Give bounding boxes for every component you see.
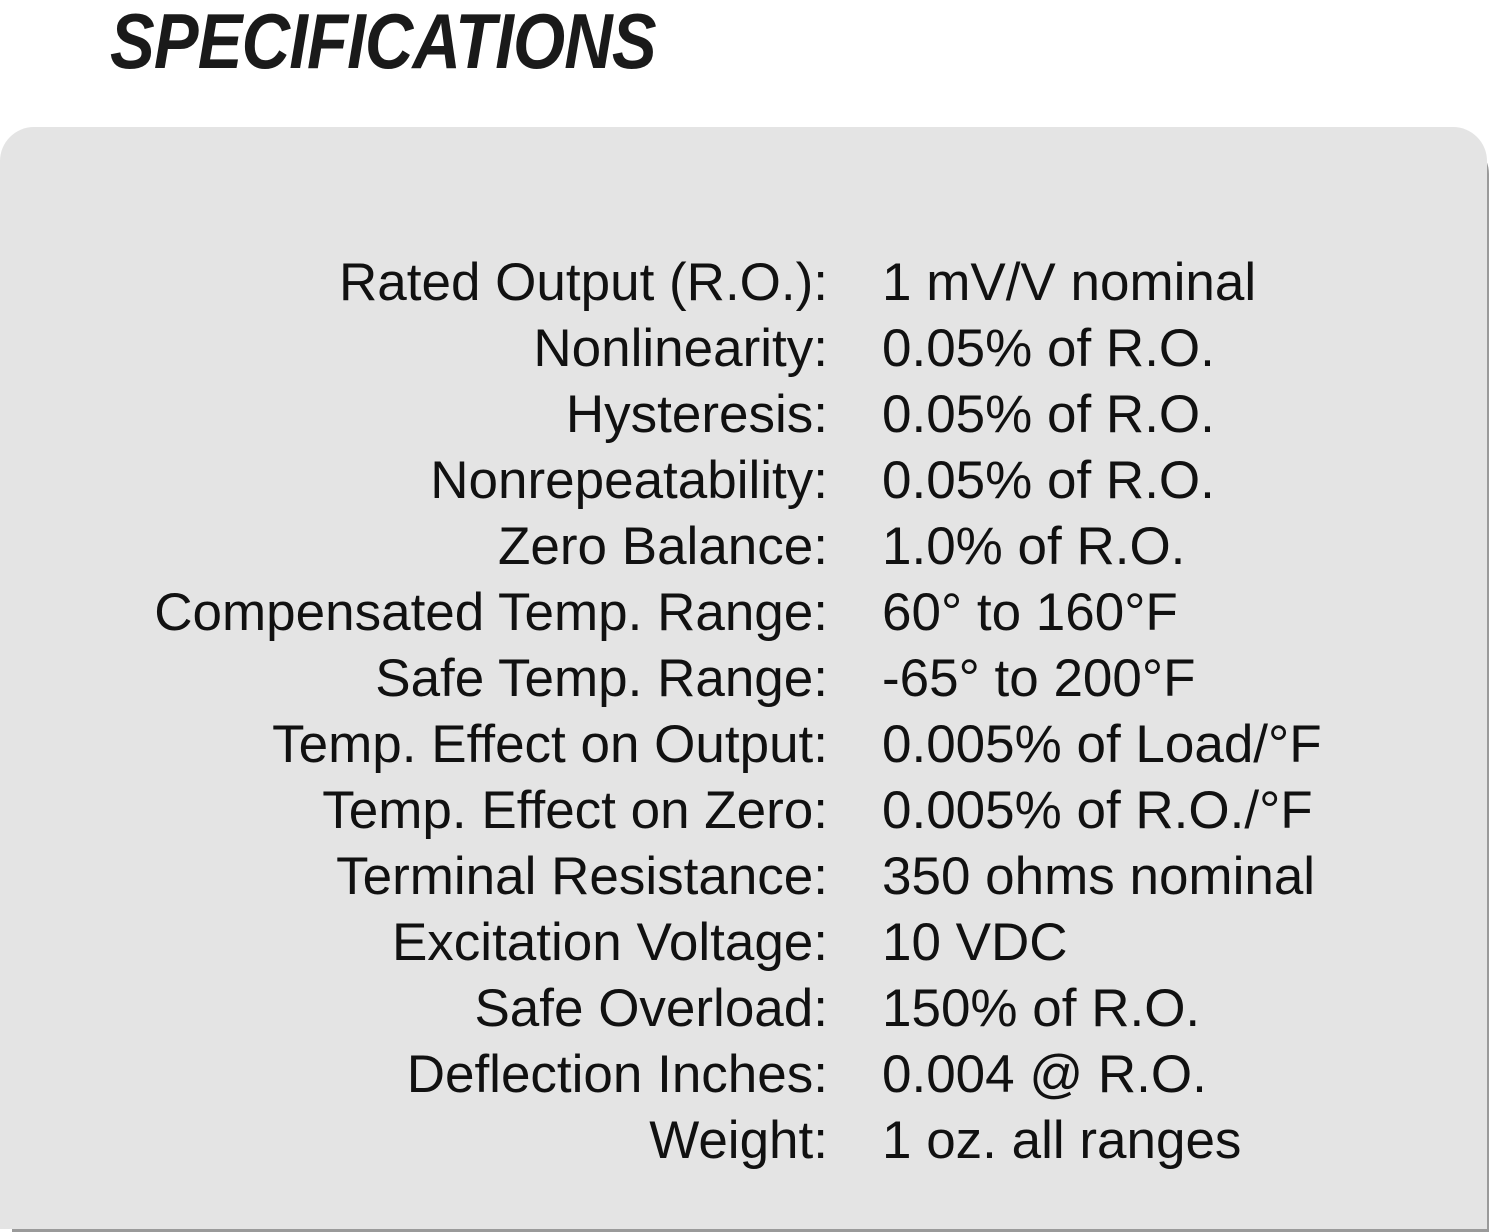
spec-value: 0.004 @ R.O.	[882, 1045, 1207, 1104]
spec-value: 350 ohms nominal	[882, 847, 1316, 906]
spec-value: 60° to 160°F	[882, 583, 1178, 642]
spec-row-hysteresis: Hysteresis: 0.05% of R.O.	[0, 382, 1489, 448]
spec-label: Temp. Effect on Output:	[272, 715, 828, 774]
spec-row-temp-effect-zero: Temp. Effect on Zero: 0.005% of R.O./°F	[0, 778, 1489, 844]
spec-row-safe-temp-range: Safe Temp. Range: -65° to 200°F	[0, 646, 1489, 712]
spec-row-nonlinearity: Nonlinearity: 0.05% of R.O.	[0, 316, 1489, 382]
spec-row-compensated-temp-range: Compensated Temp. Range: 60° to 160°F	[0, 580, 1489, 646]
spec-label: Compensated Temp. Range:	[154, 583, 828, 642]
spec-value: 0.005% of Load/°F	[882, 715, 1322, 774]
spec-row-safe-overload: Safe Overload: 150% of R.O.	[0, 976, 1489, 1042]
spec-value: 0.05% of R.O.	[882, 319, 1215, 378]
spec-label: Safe Temp. Range:	[375, 649, 828, 708]
specifications-list: Rated Output (R.O.): 1 mV/V nominal Nonl…	[0, 250, 1489, 1174]
spec-value: 150% of R.O.	[882, 979, 1201, 1038]
spec-value: 10 VDC	[882, 913, 1068, 972]
spec-value: 1.0% of R.O.	[882, 517, 1186, 576]
spec-row-weight: Weight: 1 oz. all ranges	[0, 1108, 1489, 1174]
spec-row-rated-output: Rated Output (R.O.): 1 mV/V nominal	[0, 250, 1489, 316]
spec-label: Terminal Resistance:	[336, 847, 828, 906]
page-title: SPECIFICATIONS	[110, 0, 657, 85]
spec-label: Nonrepeatability:	[430, 451, 828, 510]
spec-value: 1 mV/V nominal	[882, 253, 1257, 312]
spec-label: Weight:	[649, 1111, 828, 1170]
spec-value: -65° to 200°F	[882, 649, 1196, 708]
spec-value: 0.05% of R.O.	[882, 385, 1215, 444]
spec-row-zero-balance: Zero Balance: 1.0% of R.O.	[0, 514, 1489, 580]
spec-label: Nonlinearity:	[533, 319, 828, 378]
specifications-panel	[0, 127, 1487, 1229]
spec-label: Temp. Effect on Zero:	[322, 781, 828, 840]
spec-row-excitation-voltage: Excitation Voltage: 10 VDC	[0, 910, 1489, 976]
spec-value: 0.05% of R.O.	[882, 451, 1215, 510]
spec-value: 1 oz. all ranges	[882, 1111, 1242, 1170]
spec-value: 0.005% of R.O./°F	[882, 781, 1313, 840]
spec-label: Deflection Inches:	[406, 1045, 828, 1104]
spec-label: Zero Balance:	[498, 517, 828, 576]
spec-label: Excitation Voltage:	[391, 913, 828, 972]
spec-label: Rated Output (R.O.):	[339, 253, 828, 312]
spec-row-temp-effect-output: Temp. Effect on Output: 0.005% of Load/°…	[0, 712, 1489, 778]
spec-row-terminal-resistance: Terminal Resistance: 350 ohms nominal	[0, 844, 1489, 910]
spec-label: Safe Overload:	[474, 979, 828, 1038]
spec-row-deflection-inches: Deflection Inches: 0.004 @ R.O.	[0, 1042, 1489, 1108]
spec-label: Hysteresis:	[565, 385, 828, 444]
spec-row-nonrepeatability: Nonrepeatability: 0.05% of R.O.	[0, 448, 1489, 514]
